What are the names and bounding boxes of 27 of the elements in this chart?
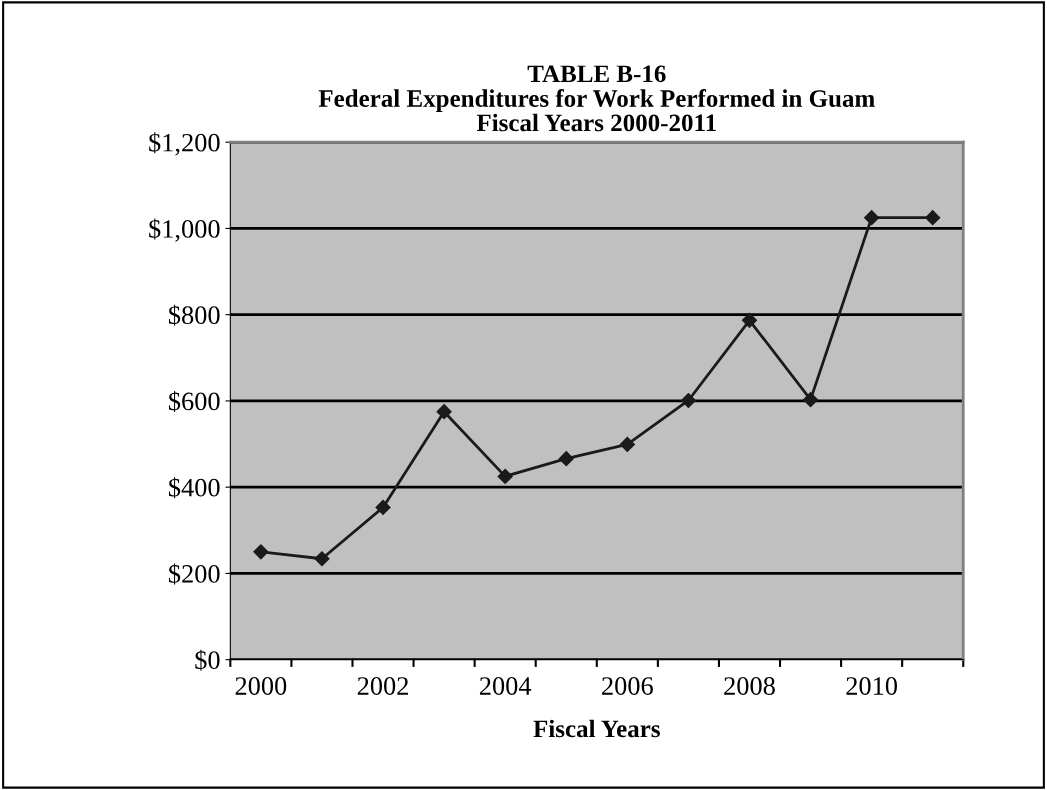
point	[253, 544, 269, 560]
point	[436, 404, 452, 420]
x-tick-label: 2000	[235, 677, 287, 695]
point	[558, 451, 574, 467]
point	[802, 392, 819, 408]
y-tick-label: $1,000	[149, 218, 220, 242]
x-axis-title: Fiscal Years	[533, 719, 660, 738]
x-tick-label: 2002	[357, 677, 408, 695]
x-tick-label: 2006	[602, 677, 653, 695]
point	[864, 210, 880, 226]
x-tick-label: 2010	[846, 677, 898, 695]
y-tick-label: $800	[168, 304, 220, 326]
y-tick-label: $0	[195, 649, 220, 671]
point	[619, 436, 635, 453]
point	[741, 312, 758, 328]
chart-title: TABLE B-16 Federal Expenditures for Work Performed in Guam Fiscal Years 2000-2011	[318, 65, 875, 132]
point	[925, 210, 941, 226]
y-tick-label: $200	[168, 563, 220, 585]
y-tick-label: $400	[168, 477, 220, 499]
x-tick-label: 2004	[479, 677, 532, 695]
y-tick-label: $1,200	[149, 132, 220, 156]
y-tick-label: $600	[168, 390, 220, 413]
point	[314, 551, 330, 567]
x-tick-label: 2008	[724, 677, 775, 695]
point	[680, 392, 696, 409]
point	[375, 499, 391, 516]
point	[497, 468, 513, 484]
